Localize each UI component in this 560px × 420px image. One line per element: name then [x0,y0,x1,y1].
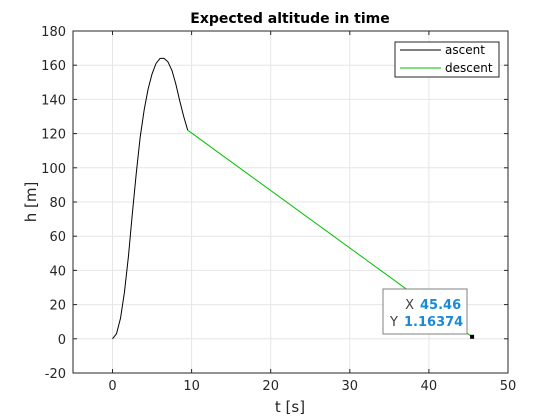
legend-box [394,41,500,78]
marker-layer [470,334,475,339]
y-tick-label: 120 [41,128,66,143]
datatip-x-value: 45.46 [420,298,461,313]
x-tick-label: 40 [421,379,438,394]
datatip-box [382,288,468,335]
datatip-y-key: Y [389,315,398,330]
datatip-x-key: X [405,298,414,313]
datatip[interactable]: X 45.46 Y 1.16374 [382,288,468,335]
legend-label-descent: descent [445,61,493,75]
y-tick-label: 80 [49,196,66,211]
datatip-y-value: 1.16374 [404,315,463,330]
y-axis-label: h [m] [22,182,40,223]
series-line-ascent[interactable] [112,57,189,340]
x-tick-label: 30 [342,379,359,394]
y-tick-label: 60 [49,230,66,245]
y-tick-label: 0 [58,333,66,348]
x-tick-label: 50 [500,379,517,394]
y-tick-label: 20 [49,299,66,314]
x-tick-label: 0 [108,379,116,394]
x-axis-label: t [s] [275,398,305,416]
y-tick-label: -20 [45,367,66,382]
chart-title: Expected altitude in time [190,11,390,27]
x-tick-label: 10 [183,379,200,394]
legend-label-ascent: ascent [445,43,485,57]
y-tick-label: 40 [49,264,66,279]
y-tick-label: 180 [41,25,66,40]
x-tick-label: 20 [262,379,279,394]
y-tick-label: 100 [41,162,66,177]
legend[interactable]: ascent descent [394,41,500,78]
y-tick-label: 160 [41,59,66,74]
grid [73,30,509,374]
datatip-marker[interactable] [470,334,475,339]
ticks: 0 10 20 30 40 50 -20 0 20 40 60 80 100 120 140 160 180 [41,25,516,394]
y-tick-label: 140 [41,93,66,108]
